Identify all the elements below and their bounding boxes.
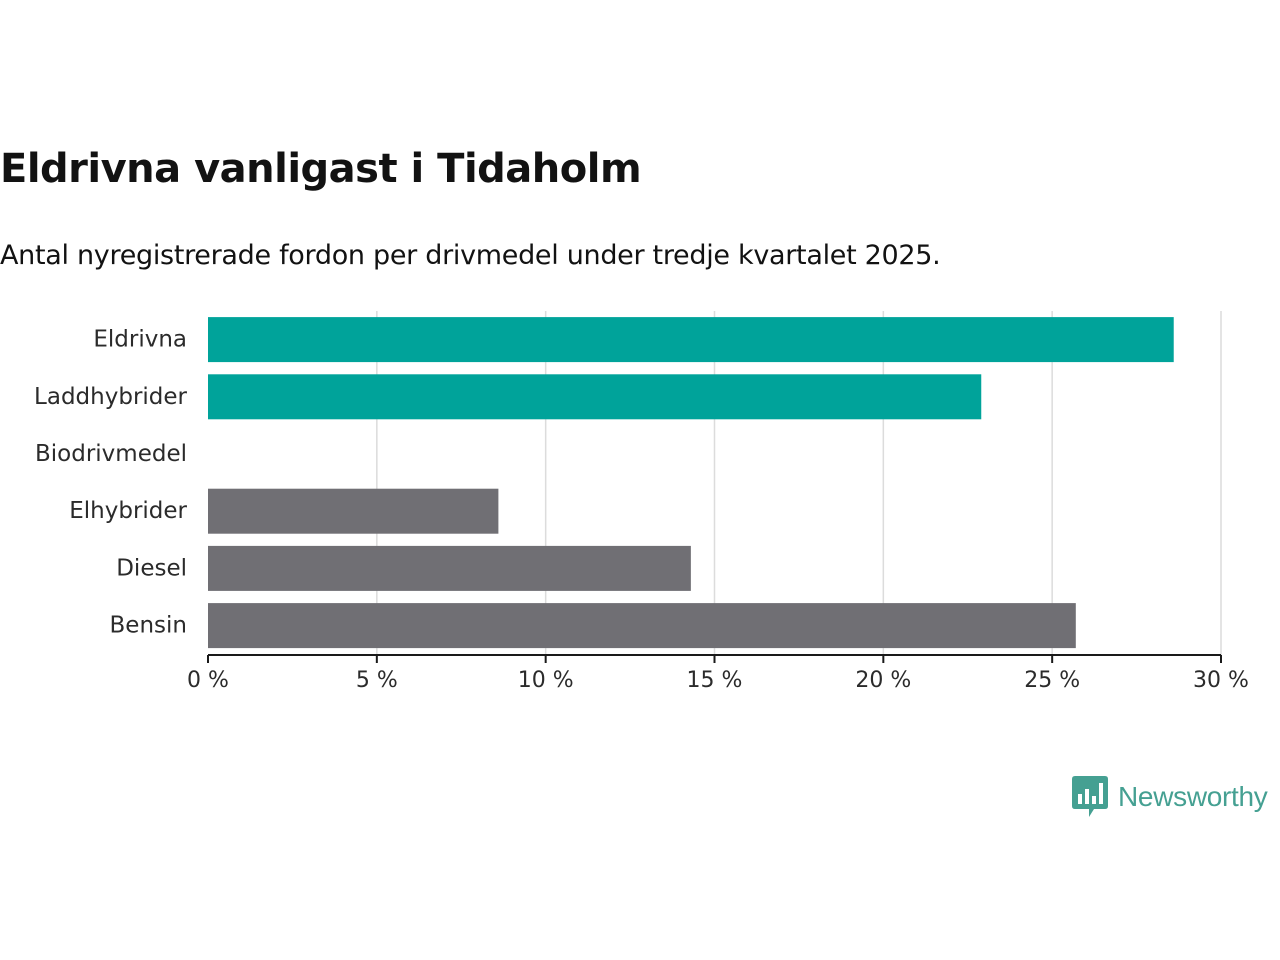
chart-title: Eldrivna vanligast i Tidaholm xyxy=(0,146,642,192)
bar-chart: Eldrivna Laddhybrider Biodrivmedel Elhybrid… xyxy=(34,311,1249,693)
x-tick-label: 25 % xyxy=(1024,668,1080,693)
category-label: Biodrivmedel xyxy=(35,441,187,467)
newsworthy-logo-icon xyxy=(1072,776,1108,817)
category-label: Diesel xyxy=(116,555,187,581)
category-label: Bensin xyxy=(110,613,187,639)
bar[interactable] xyxy=(208,488,499,534)
category-label: Elhybrider xyxy=(69,498,187,524)
x-tick-label: 10 % xyxy=(518,668,574,693)
chart-subtitle: Antal nyregistrerade fordon per drivmede… xyxy=(0,240,941,271)
newsworthy-logo[interactable]: Newsworthy xyxy=(1072,776,1268,818)
bar[interactable] xyxy=(208,374,982,420)
category-label: Eldrivna xyxy=(93,327,187,353)
x-tick-label: 0 % xyxy=(187,668,229,693)
bar[interactable] xyxy=(208,317,1174,363)
category-label: Laddhybrider xyxy=(34,384,187,410)
newsworthy-logo-text: Newsworthy xyxy=(1118,781,1268,812)
x-tick-label: 15 % xyxy=(687,668,743,693)
x-tick-label: 20 % xyxy=(855,668,911,693)
x-tick-label: 30 % xyxy=(1193,668,1249,693)
x-tick-label: 5 % xyxy=(356,668,398,693)
bar[interactable] xyxy=(208,545,691,591)
bar[interactable] xyxy=(208,603,1076,649)
